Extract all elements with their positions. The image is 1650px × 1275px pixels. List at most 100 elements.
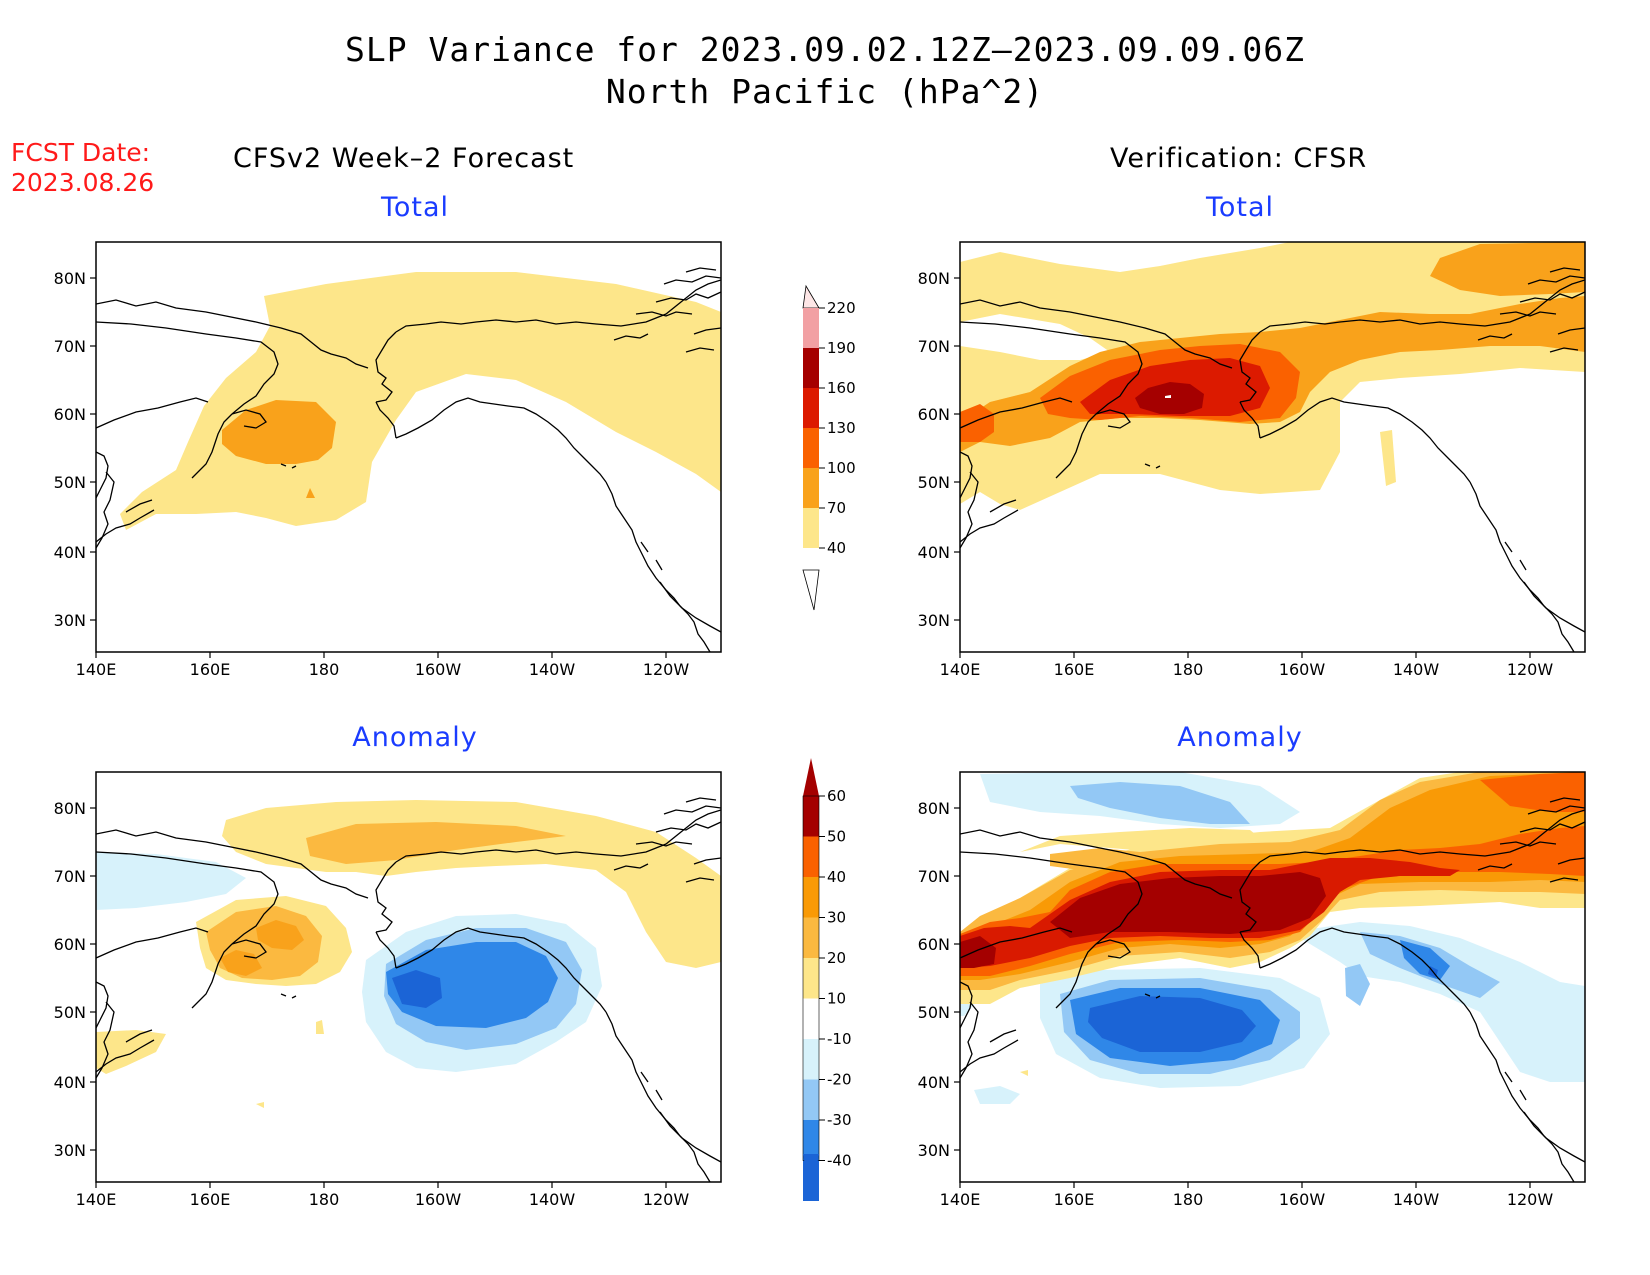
- lat-tick-label: 30N: [54, 611, 86, 630]
- panel-title-forecast-anomaly: Anomaly: [352, 722, 478, 753]
- lat-tick-label: 40N: [918, 543, 950, 562]
- map-verification-anomaly: [960, 772, 1585, 1182]
- lat-tick-label: 70N: [918, 867, 950, 886]
- lon-tick-label: 160E: [1054, 660, 1095, 679]
- colorbar-total-swatch: [803, 348, 819, 388]
- lon-tick-label: 180: [1173, 660, 1204, 679]
- lon-tick-label: 120W: [643, 660, 690, 679]
- colorbar-anomaly-swatch: [803, 836, 819, 877]
- colorbar-anomaly-label: 30: [827, 909, 846, 927]
- colorbar-total-label: 70: [827, 499, 846, 517]
- lon-tick-label: 160W: [415, 1190, 462, 1209]
- colorbar-anomaly-label: -40: [827, 1152, 852, 1170]
- colorbar-total-label: 40: [827, 539, 846, 557]
- colorbar-total-swatch: [803, 508, 819, 548]
- colorbar-anomaly: -40 -30 -20 -10 10 20 30 40 50 60: [802, 758, 852, 1201]
- map-axes: 80N 70N 60N 50N 40N 30N 140E 160E 180 160W 140W 120…: [54, 269, 1554, 1209]
- lat-tick-label: 50N: [54, 473, 86, 492]
- lat-tick-label: 30N: [54, 1141, 86, 1160]
- lon-tick-label: 140E: [76, 660, 117, 679]
- colorbar-total-label: 220: [827, 299, 856, 317]
- colorbar-anomaly-swatch: [803, 877, 819, 918]
- lon-tick-label: 160W: [1279, 1190, 1326, 1209]
- colorbar-anomaly-swatch: [803, 998, 819, 1039]
- colorbar-total: 40 70 100 130 160 190 220: [802, 284, 856, 611]
- lat-tick-label: 80N: [54, 799, 86, 818]
- chart-title-line2: North Pacific (hPa^2): [605, 72, 1045, 111]
- chart-title-line1: SLP Variance for 2023.09.02.12Z–2023.09.…: [345, 30, 1305, 69]
- colorbar-anomaly-label: 20: [827, 949, 846, 967]
- map-frame-forecast-anomaly: [95, 771, 722, 1183]
- lat-tick-label: 50N: [918, 473, 950, 492]
- lat-tick-label: 40N: [54, 1073, 86, 1092]
- lon-tick-label: 160E: [190, 1190, 231, 1209]
- fcst-date-value: 2023.08.26: [11, 168, 155, 197]
- map-frame-verification-anomaly: [959, 771, 1586, 1183]
- panel-title-forecast-total: Total: [380, 192, 450, 223]
- lat-tick-label: 60N: [54, 935, 86, 954]
- lat-tick-label: 80N: [918, 269, 950, 288]
- lon-tick-label: 180: [1173, 1190, 1204, 1209]
- lat-tick-label: 70N: [54, 867, 86, 886]
- lon-tick-label: 160W: [1279, 660, 1326, 679]
- lon-tick-label: 140E: [940, 1190, 981, 1209]
- colorbar-anomaly-label: -30: [827, 1111, 852, 1129]
- lat-tick-label: 40N: [54, 543, 86, 562]
- colorbar-anomaly-swatch: [803, 796, 819, 837]
- colorbar-total-label: 160: [827, 379, 856, 397]
- colorbar-anomaly-label: 60: [827, 787, 846, 805]
- lon-tick-label: 140W: [1393, 660, 1440, 679]
- lon-tick-label: 160W: [415, 660, 462, 679]
- lon-tick-label: 160E: [1054, 1190, 1095, 1209]
- lat-tick-label: 40N: [918, 1073, 950, 1092]
- lon-tick-label: 120W: [1507, 660, 1554, 679]
- lon-tick-label: 120W: [1507, 1190, 1554, 1209]
- colorbar-total-swatch: [803, 468, 819, 508]
- lon-tick-label: 120W: [643, 1190, 690, 1209]
- map-forecast-total: [96, 242, 721, 652]
- panel-title-verification-anomaly: Anomaly: [1177, 722, 1303, 753]
- colorbar-total-label: 100: [827, 459, 856, 477]
- lat-tick-label: 30N: [918, 1141, 950, 1160]
- lon-tick-label: 180: [309, 660, 340, 679]
- lon-tick-label: 160E: [190, 660, 231, 679]
- lon-tick-label: 140E: [76, 1190, 117, 1209]
- colorbar-total-swatch: [803, 388, 819, 428]
- colorbar-anomaly-swatch: [803, 958, 819, 999]
- lat-tick-label: 70N: [54, 337, 86, 356]
- lat-tick-label: 30N: [918, 611, 950, 630]
- lon-tick-label: 180: [309, 1190, 340, 1209]
- colorbar-anomaly-label: 50: [827, 828, 846, 846]
- colorbar-total-swatch: [803, 428, 819, 468]
- lat-tick-label: 60N: [54, 405, 86, 424]
- lon-tick-label: 140W: [529, 1190, 576, 1209]
- lat-tick-label: 70N: [918, 337, 950, 356]
- lon-tick-label: 140W: [1393, 1190, 1440, 1209]
- colorbar-anomaly-swatch: [803, 1120, 819, 1161]
- colorbar-total-label: 190: [827, 339, 856, 357]
- column-title-verification: Verification: CFSR: [1110, 143, 1368, 174]
- colorbar-anomaly-swatch: [803, 917, 819, 958]
- map-verification-total: [960, 242, 1585, 652]
- colorbar-anomaly-label: -10: [827, 1030, 852, 1048]
- colorbar-total-swatch: [803, 308, 819, 348]
- lon-tick-label: 140W: [529, 660, 576, 679]
- map-forecast-anomaly: [96, 772, 721, 1182]
- panel-title-verification-total: Total: [1205, 192, 1275, 223]
- colorbar-anomaly-swatch: [803, 1079, 819, 1120]
- fcst-date-label: FCST Date:: [11, 138, 151, 167]
- lat-tick-label: 50N: [54, 1003, 86, 1022]
- map-frame-verification-total: [959, 241, 1586, 653]
- column-title-forecast: CFSv2 Week–2 Forecast: [233, 143, 575, 174]
- lat-tick-label: 50N: [918, 1003, 950, 1022]
- colorbar-total-label: 130: [827, 419, 856, 437]
- colorbar-anomaly-label: 10: [827, 990, 846, 1008]
- lat-tick-label: 80N: [918, 799, 950, 818]
- lon-tick-label: 140E: [940, 660, 981, 679]
- colorbar-anomaly-swatch: [803, 1039, 819, 1080]
- colorbar-anomaly-label: 40: [827, 868, 846, 886]
- colorbar-anomaly-label: -20: [827, 1071, 852, 1089]
- lat-tick-label: 60N: [918, 405, 950, 424]
- lat-tick-label: 60N: [918, 935, 950, 954]
